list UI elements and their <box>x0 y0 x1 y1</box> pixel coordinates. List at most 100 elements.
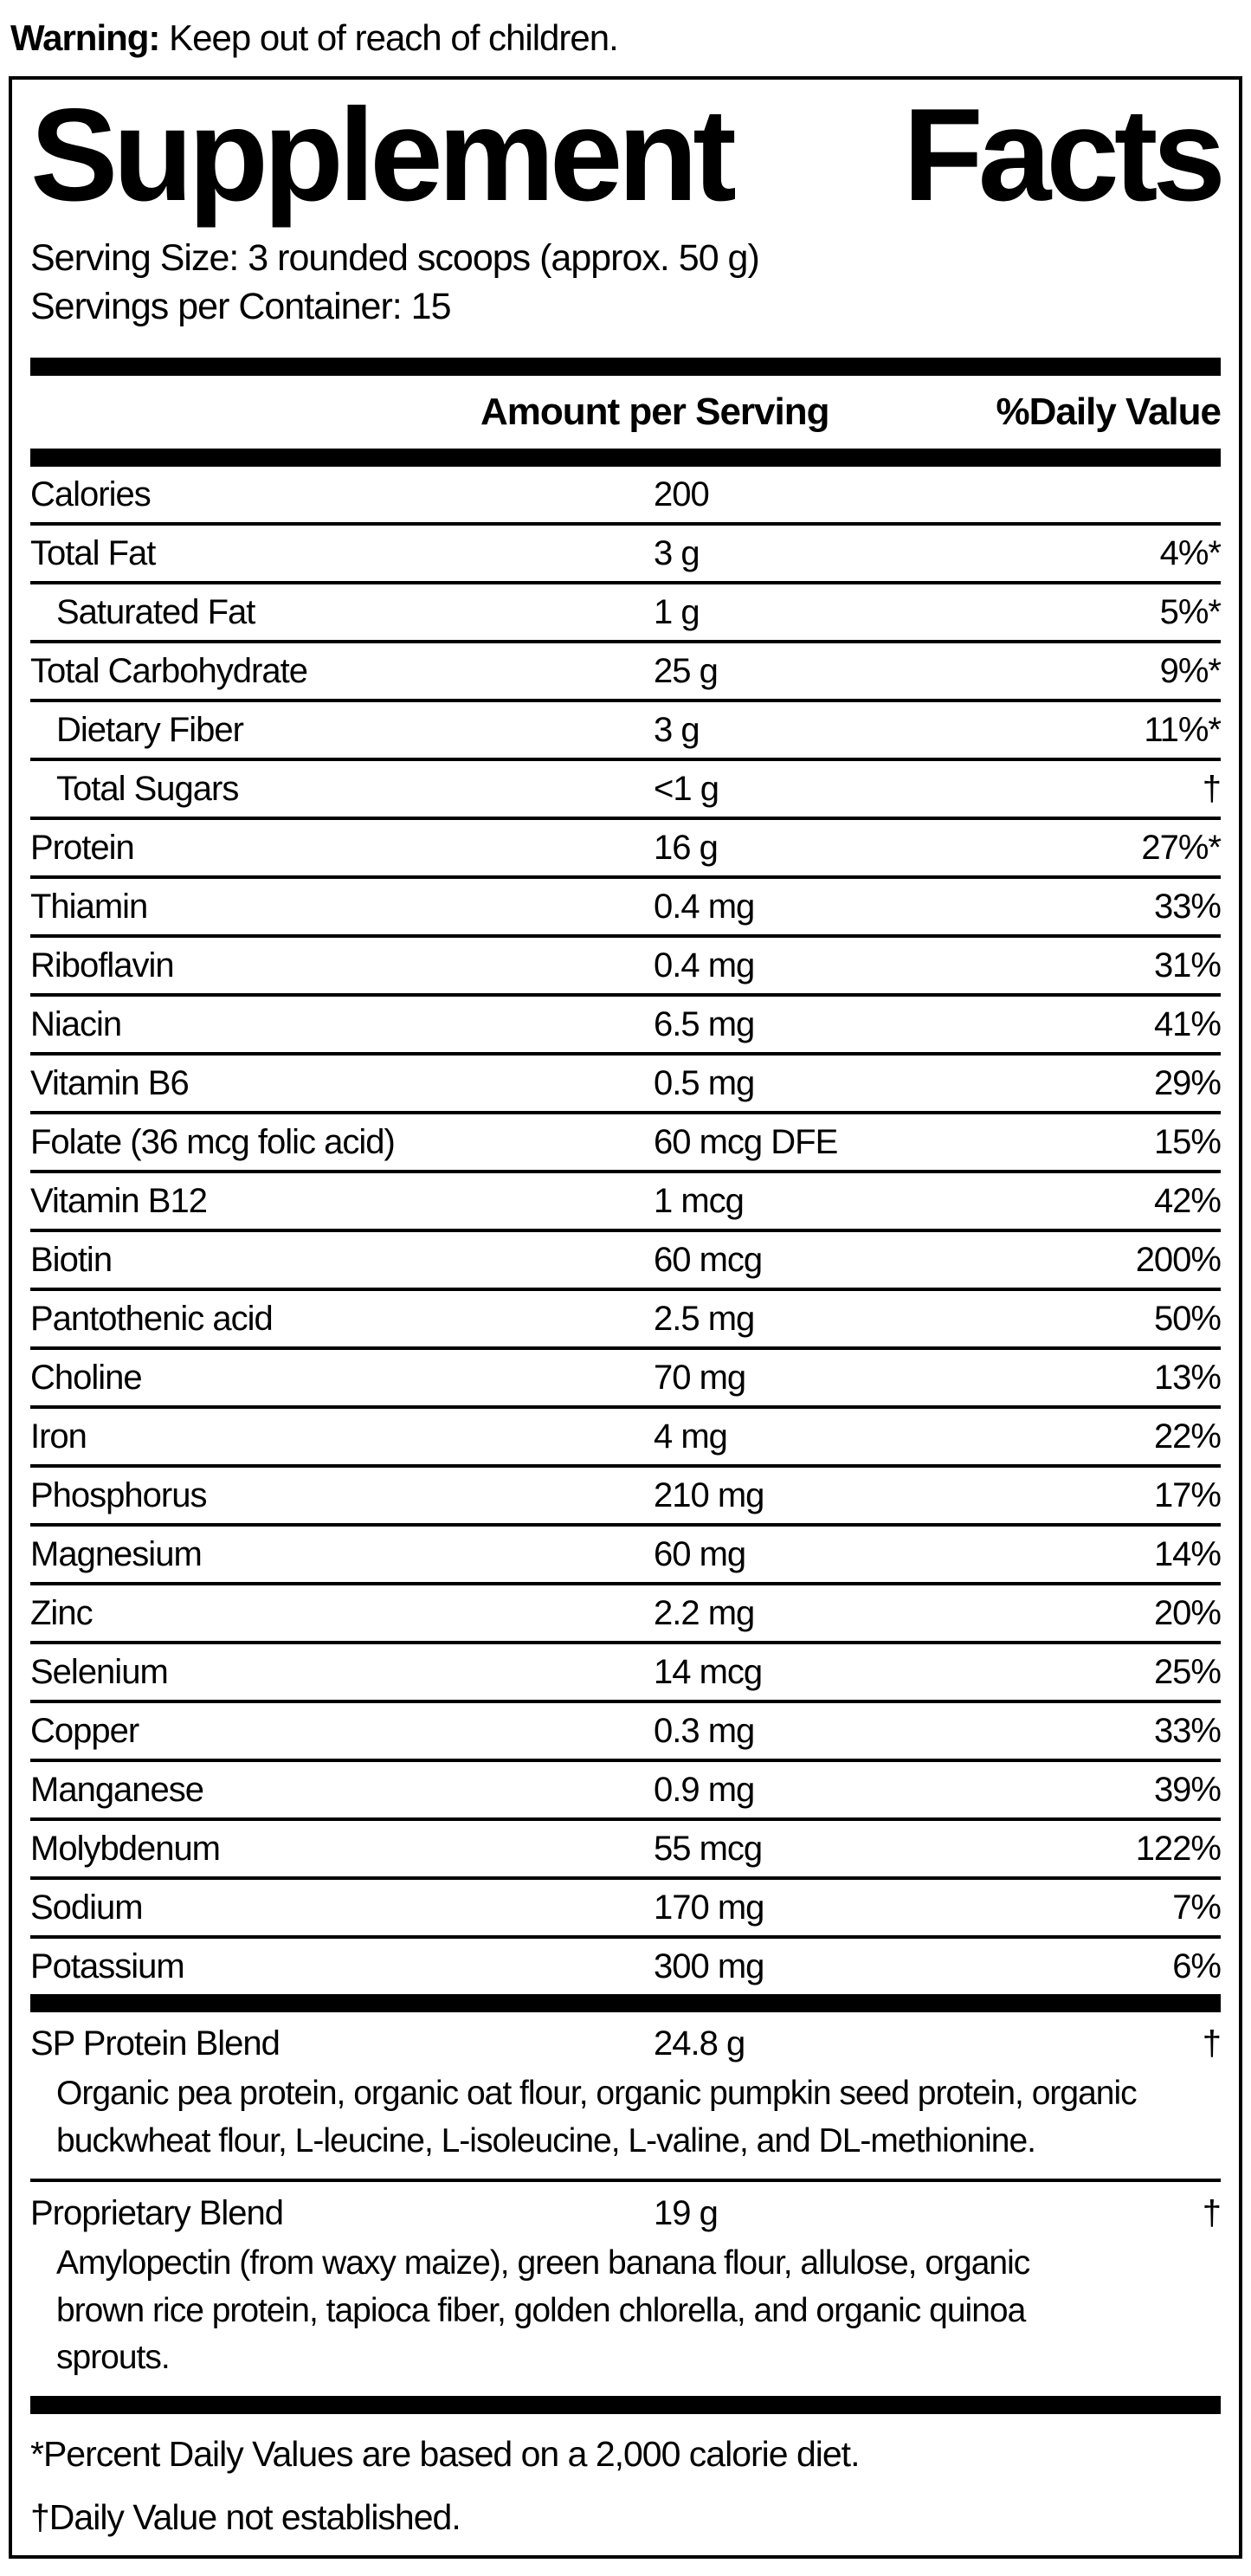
nutrient-amount: 55 mcg <box>654 1829 763 1868</box>
nutrient-row: Total Sugars <1 g † <box>30 761 1222 821</box>
nutrient-amount: 1 g <box>654 592 700 631</box>
nutrient-row: Niacin 6.5 mg 41% <box>30 997 1222 1056</box>
nutrient-amount: 200 <box>654 475 710 513</box>
nutrient-amount: 0.4 mg <box>654 946 755 985</box>
nutrient-row: Calories 200 <box>30 467 1221 526</box>
nutrient-amount: 60 mcg <box>654 1240 763 1279</box>
nutrient-daily-value: 31% <box>1153 946 1222 985</box>
nutrient-name: Copper <box>30 1711 139 1750</box>
nutrient-daily-value: 33% <box>1153 1711 1222 1750</box>
nutrient-row: Magnesium 60 mg 14% <box>30 1527 1222 1586</box>
nutrient-daily-value: 50% <box>1153 1299 1222 1338</box>
nutrient-amount: 60 mcg DFE <box>654 1122 838 1161</box>
blend-section-sp-protein: SP Protein Blend 24.8 g † Organic pea pr… <box>30 2012 1222 2165</box>
nutrient-row: Molybdenum 55 mcg 122% <box>30 1821 1222 1881</box>
nutrient-name: Choline <box>30 1358 143 1397</box>
nutrient-amount: 25 g <box>654 651 719 690</box>
nutrient-name: Selenium <box>30 1652 169 1691</box>
nutrient-daily-value: 20% <box>1153 1593 1222 1632</box>
warning-label: Warning: <box>10 17 160 58</box>
nutrient-name: Folate (36 mcg folic acid) <box>30 1122 396 1161</box>
nutrient-row: Biotin 60 mcg 200% <box>30 1232 1222 1292</box>
nutrient-name: Total Fat <box>30 533 156 572</box>
nutrient-amount: 210 mg <box>654 1475 764 1514</box>
nutrient-name: Magnesium <box>30 1534 203 1573</box>
nutrient-daily-value: 41% <box>1153 1004 1222 1043</box>
servings-per-container: Servings per Container: 15 <box>30 286 452 328</box>
nutrient-name: Riboflavin <box>30 946 175 985</box>
nutrient-daily-value: 22% <box>1153 1417 1222 1456</box>
nutrient-row: Copper 0.3 mg 33% <box>30 1703 1222 1763</box>
nutrient-daily-value: 15% <box>1153 1122 1222 1161</box>
nutrient-daily-value: 5%* <box>1159 592 1222 631</box>
footnote-percent-dv: *Percent Daily Values are based on a 2,0… <box>30 2434 860 2475</box>
blend-description: Amylopectin (from waxy maize), green ban… <box>56 2244 1030 2377</box>
nutrient-daily-value: 29% <box>1153 1063 1222 1102</box>
nutrient-amount: 0.5 mg <box>654 1063 755 1102</box>
nutrient-name: Zinc <box>30 1593 94 1632</box>
nutrient-name: Protein <box>30 828 135 867</box>
nutrient-row: Manganese 0.9 mg 39% <box>30 1762 1222 1822</box>
divider-bar <box>30 2396 1221 2415</box>
nutrient-daily-value: 39% <box>1153 1770 1222 1809</box>
nutrient-name: Biotin <box>30 1240 113 1279</box>
nutrient-amount: 4 mg <box>654 1417 728 1456</box>
nutrient-daily-value: 27%* <box>1141 828 1222 867</box>
nutrient-daily-value: 122% <box>1135 1829 1222 1868</box>
nutrient-row: Total Fat 3 g 4%* <box>30 526 1222 585</box>
nutrient-daily-value: 7% <box>1172 1888 1222 1927</box>
column-headers: Amount per Serving %Daily Value <box>30 376 1222 449</box>
nutrient-amount: 6.5 mg <box>654 1004 755 1043</box>
column-header-amount: Amount per Serving <box>480 391 829 434</box>
blend-description: Organic pea protein, organic oat flour, … <box>56 2075 1138 2160</box>
nutrient-amount: 2.2 mg <box>654 1593 755 1632</box>
divider-bar <box>30 1994 1221 2013</box>
nutrient-amount: 1 mcg <box>654 1181 745 1220</box>
column-header-daily-value: %Daily Value <box>996 391 1222 434</box>
nutrient-name: Dietary Fiber <box>56 710 244 749</box>
nutrient-daily-value: † <box>1202 769 1222 808</box>
nutrient-daily-value: 33% <box>1153 887 1222 926</box>
nutrient-row: Potassium 300 mg 6% <box>30 1939 1222 1994</box>
blend-section-proprietary: Proprietary Blend 19 g † Amylopectin (fr… <box>30 2182 1222 2382</box>
blend-row: Proprietary Blend 19 g † <box>30 2182 1222 2235</box>
nutrient-name: Manganese <box>30 1770 204 1809</box>
divider-bar <box>30 449 1221 468</box>
nutrient-row: Folate (36 mcg folic acid) 60 mcg DFE 15% <box>30 1114 1222 1174</box>
nutrient-amount: <1 g <box>654 769 719 808</box>
nutrient-name: Total Sugars <box>56 769 239 808</box>
nutrient-name: Vitamin B6 <box>30 1063 190 1102</box>
nutrient-name: Phosphorus <box>30 1475 207 1514</box>
blend-daily-value: † <box>1202 2194 1222 2233</box>
nutrient-amount: 300 mg <box>654 1947 764 1985</box>
footnote-dv-not-established: †Daily Value not established. <box>30 2497 461 2538</box>
blend-name: SP Protein Blend <box>30 2024 281 2063</box>
nutrient-row: Selenium 14 mcg 25% <box>30 1644 1222 1704</box>
nutrient-row: Sodium 170 mg 7% <box>30 1880 1222 1940</box>
nutrient-row: Thiamin 0.4 mg 33% <box>30 879 1222 939</box>
nutrient-daily-value: 14% <box>1153 1534 1222 1573</box>
nutrient-row: Dietary Fiber 3 g 11%* <box>30 702 1222 762</box>
nutrient-amount: 0.3 mg <box>654 1711 755 1750</box>
nutrient-amount: 60 mg <box>654 1534 746 1573</box>
nutrient-amount: 16 g <box>654 828 719 867</box>
blend-row: SP Protein Blend 24.8 g † <box>30 2012 1222 2065</box>
nutrient-daily-value: 4%* <box>1159 533 1222 572</box>
nutrient-daily-value: 25% <box>1153 1652 1222 1691</box>
nutrient-amount: 2.5 mg <box>654 1299 755 1338</box>
nutrient-name: Niacin <box>30 1004 122 1043</box>
nutrient-name: Pantothenic acid <box>30 1299 274 1338</box>
panel-title-word-2: Facts <box>902 81 1226 229</box>
nutrient-daily-value: 6% <box>1172 1947 1222 1985</box>
nutrient-row: Riboflavin 0.4 mg 31% <box>30 938 1222 997</box>
nutrient-row: Total Carbohydrate 25 g 9%* <box>30 643 1222 703</box>
nutrient-row: Zinc 2.2 mg 20% <box>30 1585 1222 1645</box>
nutrient-name: Vitamin B12 <box>30 1181 208 1220</box>
nutrient-rows: Calories 200 Total Fat 3 g 4%* Saturated Fat 1… <box>30 467 1222 1994</box>
panel-title: Supplement Facts <box>30 81 1226 229</box>
nutrient-name: Molybdenum <box>30 1829 221 1868</box>
nutrient-row: Vitamin B12 1 mcg 42% <box>30 1173 1222 1233</box>
nutrient-daily-value: 13% <box>1153 1358 1222 1397</box>
nutrient-name: Calories <box>30 475 152 513</box>
